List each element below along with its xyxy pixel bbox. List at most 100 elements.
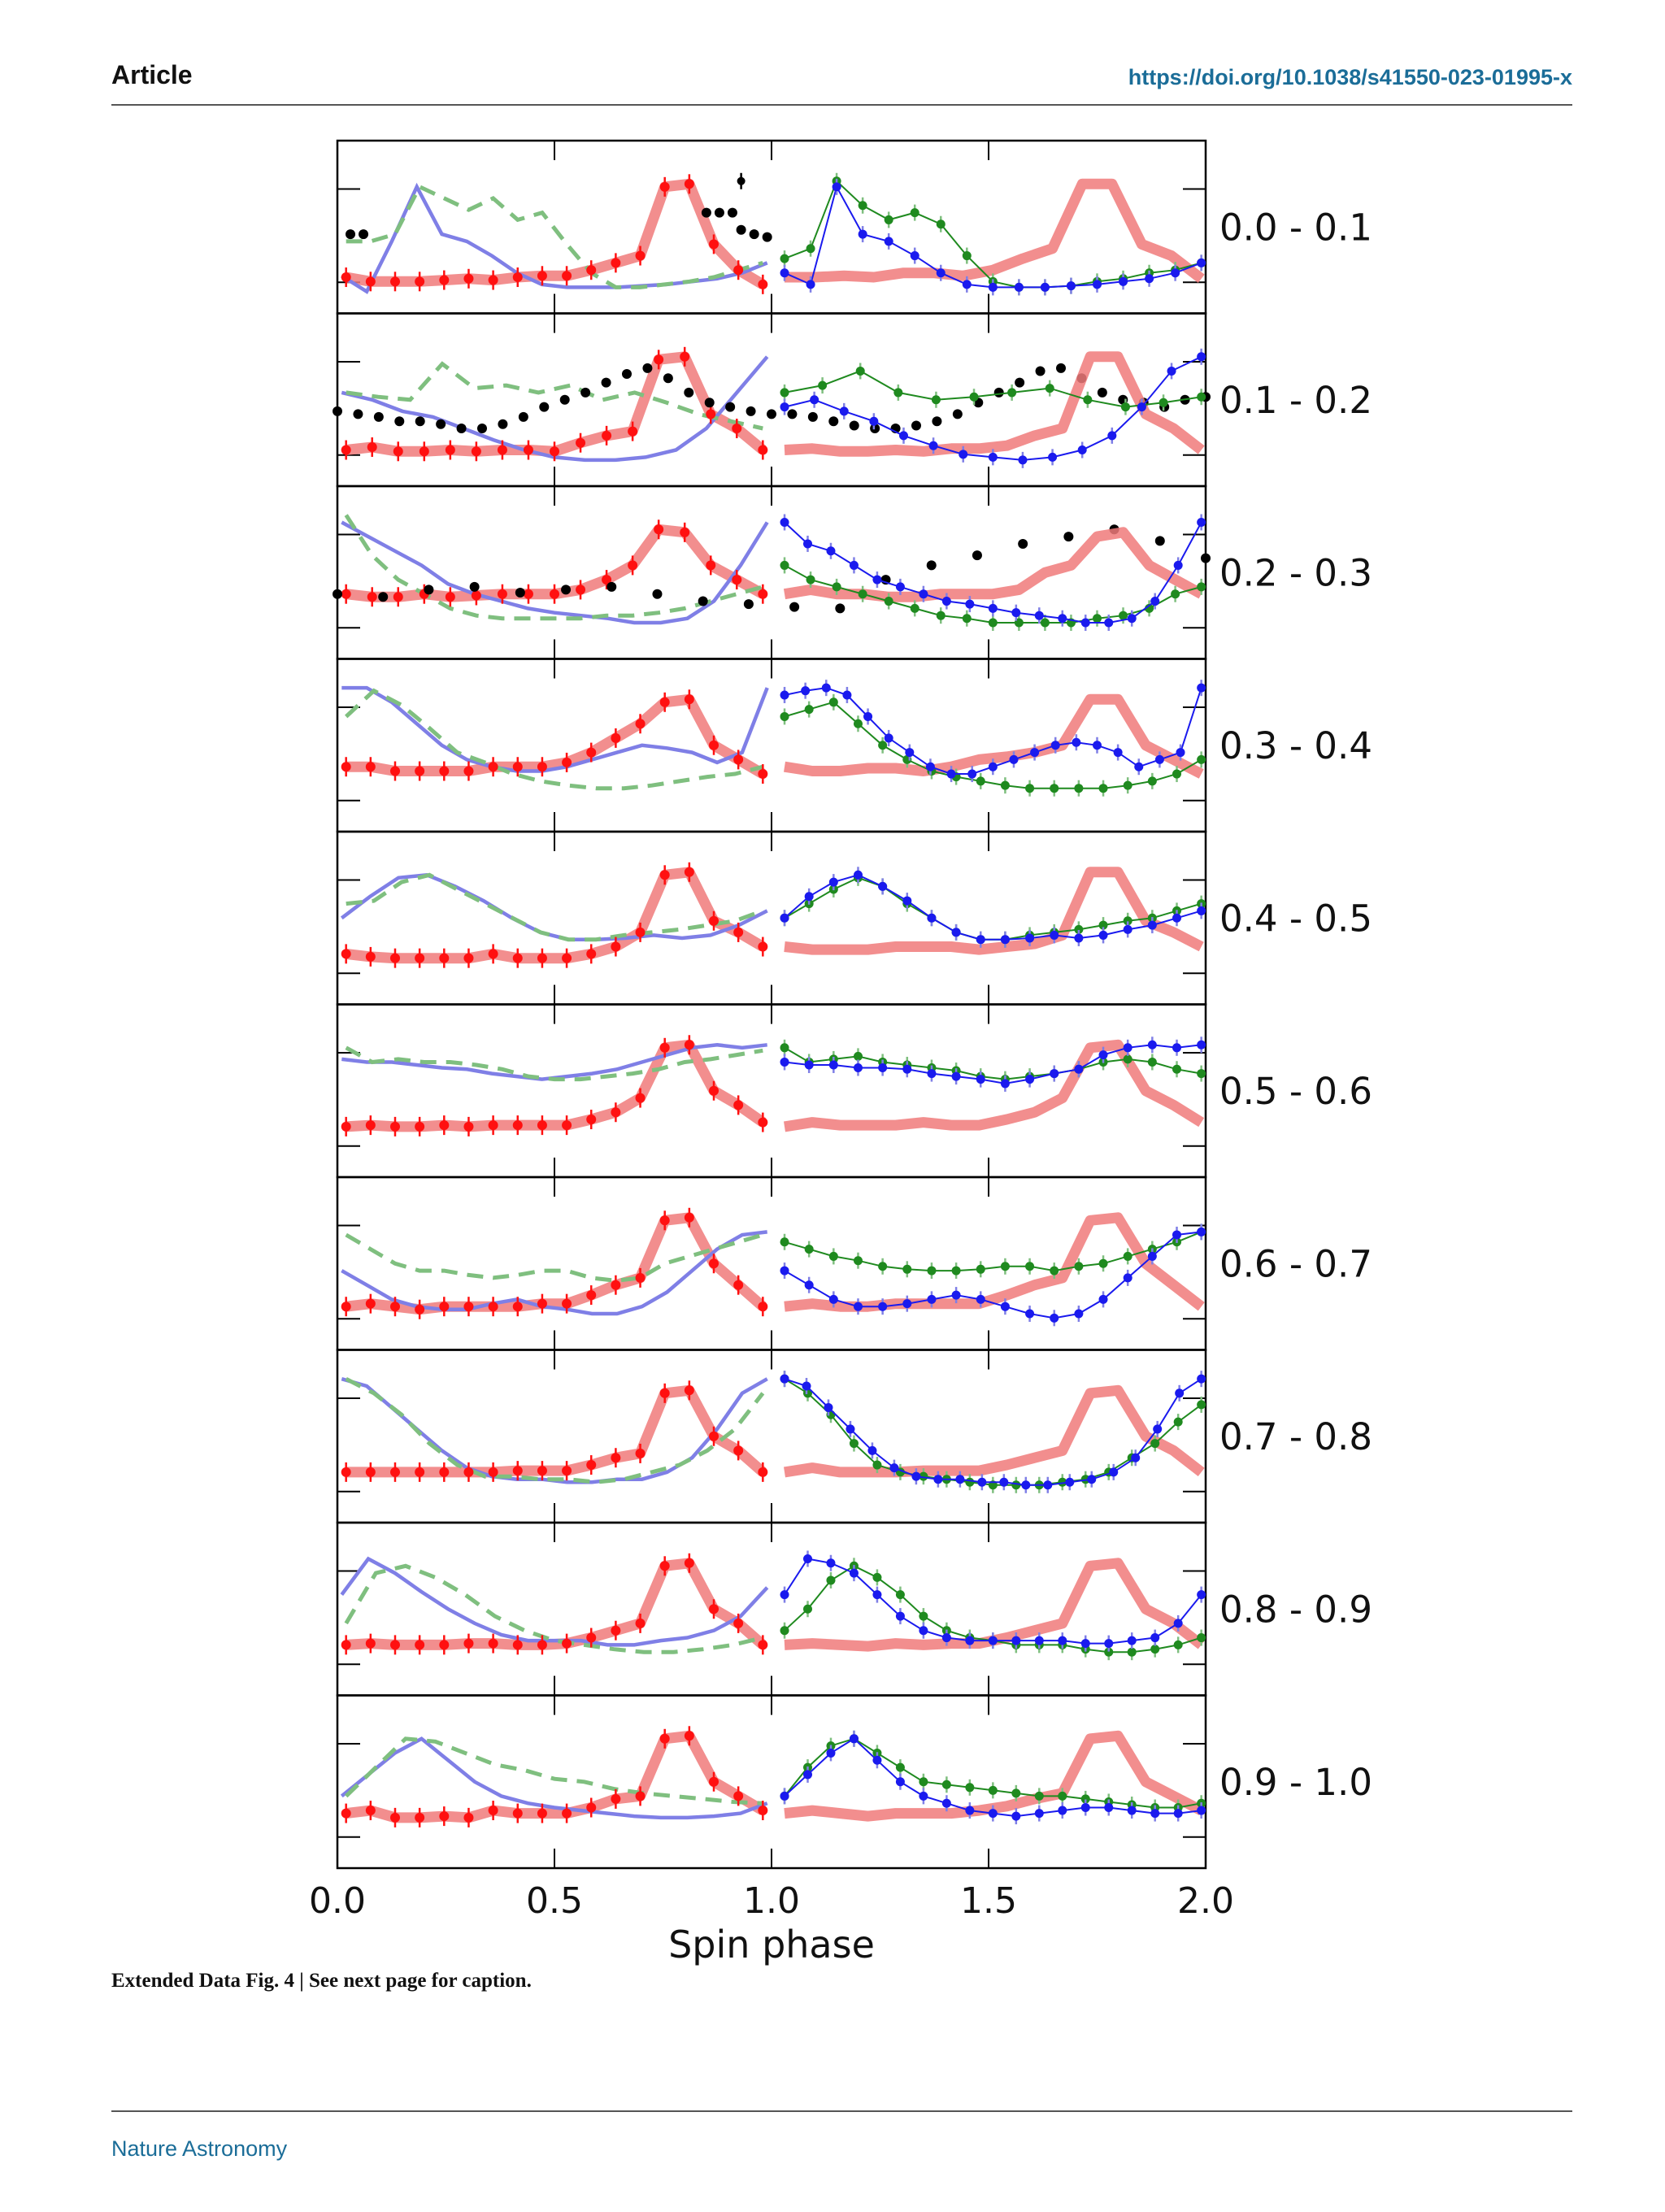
green-data-point [1025,1262,1035,1271]
red-data-point [471,590,481,601]
green-data-point [1074,1262,1084,1271]
black-data-point [737,176,746,185]
red-data-point [562,1808,572,1819]
red-data-point [365,1806,376,1816]
green-data-point [1197,392,1206,402]
blue-data-point [1058,1636,1067,1645]
blue-model-line [340,1736,768,1820]
green-data-point [1011,1480,1021,1490]
green-data-point [1098,1258,1108,1268]
red-data-point [365,1298,376,1309]
blue-data-point [1104,1639,1114,1649]
blue-data-point [1011,1811,1021,1821]
blue-data-point [962,280,972,289]
red-data-point [389,1467,400,1477]
green-data-point [936,219,946,229]
red-data-point [733,1445,744,1456]
green-data-point [1197,1069,1206,1079]
red-data-point [732,575,742,585]
blue-data-point [1123,1273,1132,1283]
panel-label: 0.6 - 0.7 [1219,1242,1372,1285]
red-data-point [367,441,377,452]
blue-data-point [1066,281,1076,291]
black-data-point [714,207,724,218]
red-data-point [659,697,670,707]
black-data-point [539,402,550,412]
green-data-point [780,254,789,263]
blue-data-point [1134,762,1144,771]
red-data-point [709,1258,719,1269]
red-band-series-2 [784,693,1204,779]
green-data-point [780,560,789,570]
black-data-point [477,424,487,434]
panel-label: 0.2 - 0.3 [1219,551,1372,594]
green-data-point [962,251,972,261]
green-data-point [806,575,815,585]
black-data-point [559,394,570,405]
green-model-dashed [345,1232,764,1283]
black-data-point [1056,363,1066,373]
red-data-point [488,1467,498,1477]
blue-data-point [1153,1424,1163,1434]
blue-data-point [1137,402,1146,412]
panel-frame [336,1349,1207,1524]
green-data-point [1093,614,1102,624]
red-data-point [341,272,351,283]
black-data-point [704,398,715,408]
black-data-point [373,411,384,422]
black-data-point [663,373,673,384]
red-band-series [345,351,767,457]
red-data-point [758,1117,768,1128]
green-data-point [832,582,841,592]
blue-data-point [988,1636,998,1645]
black-data-point [1018,538,1028,549]
green-data-point [919,1777,928,1787]
red-data-point [758,279,768,289]
doi-link[interactable]: https://doi.org/10.1038/s41550-023-01995… [1128,65,1572,89]
red-data-point [537,762,547,772]
blue-data-point [1030,748,1040,758]
journal-name[interactable]: Nature Astronomy [111,2136,288,2161]
green-data-point [988,618,998,628]
red-data-point [562,757,572,767]
blue-data-point [988,1809,998,1819]
red-data-point [733,265,744,276]
blue-data-point [867,1445,877,1455]
red-data-point [389,1640,400,1650]
red-data-point [709,915,719,926]
blue-data-point [846,1424,855,1434]
green-data-point [1147,1057,1157,1067]
blue-data-point [1172,1043,1182,1053]
blue-data-point [1025,1309,1035,1319]
red-data-point [659,181,670,192]
blue-data-point [1147,1040,1157,1050]
red-data-point [523,589,533,599]
x-tick-label: 0.5 [526,1880,583,1922]
blue-data-point [1048,452,1058,462]
red-data-point [389,1302,400,1312]
green-data-point [1119,611,1128,620]
blue-data-point [1197,1040,1206,1050]
blue-data-point [1080,1639,1090,1649]
blue-data-point [1107,431,1117,441]
red-data-point [576,585,586,595]
blue-data-point [1131,1453,1141,1462]
red-data-point [471,446,481,457]
blue-data-point [1113,748,1123,758]
green-model-dashed [346,184,764,289]
red-data-point [341,762,351,772]
blue-data-point [803,539,812,549]
blue-data-point [780,1590,789,1600]
red-data-point [628,560,638,571]
red-data-point [562,1120,572,1131]
blue-data-point [928,441,938,450]
blue-data-point [828,1294,838,1304]
blue-data-point [1123,1043,1132,1053]
green-data-point [1040,618,1050,628]
panel-label: 0.0 - 0.1 [1219,206,1372,249]
green-data-point [941,1780,951,1789]
red-data-point [445,592,455,602]
black-data-point [353,409,363,419]
red-data-point [415,953,425,963]
blue-data-point [895,582,905,592]
